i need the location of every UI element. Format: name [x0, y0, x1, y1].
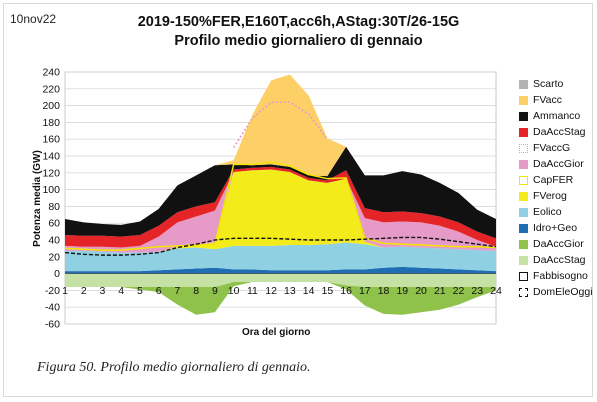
legend-swatch: [519, 176, 528, 185]
figure-frame: [3, 3, 593, 397]
area-daaccstag: [65, 166, 496, 248]
legend-swatch: [519, 208, 528, 217]
area-fvacc: [65, 74, 496, 225]
y-tick-label: -20: [45, 285, 60, 297]
y-tick-label: 180: [42, 117, 60, 129]
area-neg-daaccstag: [65, 273, 496, 288]
x-tick-label: 16: [340, 285, 352, 297]
date-label: 10nov22: [10, 12, 57, 26]
legend-swatch: [519, 128, 528, 137]
legend-swatch: [519, 192, 528, 201]
legend-label: FVerog: [533, 190, 567, 202]
y-axis-label: Potenza media (GW): [31, 149, 43, 247]
y-tick-label: 0: [54, 268, 60, 280]
x-tick-label: 3: [100, 285, 106, 297]
legend-label: DaAccStag: [533, 254, 586, 266]
y-tick-label: 240: [42, 67, 60, 79]
legend-label: DomEleOggi: [533, 286, 593, 298]
x-tick-label: 1: [62, 285, 68, 297]
y-tick-label: 140: [42, 151, 60, 163]
legend-swatch: [519, 80, 528, 89]
x-tick-label: 12: [265, 285, 277, 297]
x-tick-label: 24: [490, 285, 502, 297]
area-neg-daaccgior: [65, 282, 496, 315]
legend-swatch: [519, 112, 528, 121]
y-tick-label: -40: [45, 302, 60, 314]
x-tick-label: 2: [81, 285, 87, 297]
y-tick-label: 80: [48, 201, 60, 213]
legend-label: Eolico: [533, 206, 562, 218]
legend-swatch: [519, 288, 528, 297]
legend-swatch: [519, 256, 528, 265]
legend-label: DaAccStag: [533, 126, 586, 138]
x-tick-label: 11: [247, 285, 258, 297]
legend-label: Scarto: [533, 78, 564, 90]
x-tick-label: 6: [156, 285, 162, 297]
x-tick-label: 4: [118, 285, 124, 297]
x-axis-label: Ora del giorno: [242, 327, 311, 338]
legend-swatch: [519, 240, 528, 249]
x-tick-label: 22: [453, 285, 465, 297]
x-tick-label: 8: [193, 285, 199, 297]
y-tick-label: 220: [42, 83, 60, 95]
y-tick-label: 60: [48, 218, 60, 230]
chart-title: 2019-150%FER,E160T,acc6h,AStag:30T/26-15…: [137, 14, 460, 30]
legend-label: CapFER: [533, 174, 574, 186]
chart-subtitle: Profilo medio giornaliero di gennaio: [174, 33, 423, 49]
x-tick-label: 17: [359, 285, 371, 297]
line-domeleoggi: [64, 236, 497, 256]
legend-label: Idro+Geo: [533, 222, 578, 234]
area-eolico: [65, 242, 496, 272]
legend-label: Ammanco: [533, 110, 581, 122]
legend-label: DaAccGior: [533, 238, 584, 250]
x-tick-label: 18: [378, 285, 390, 297]
y-tick-label: 200: [42, 100, 60, 112]
line-capfer: [64, 161, 497, 251]
y-tick-label: 120: [42, 167, 60, 179]
area-fverog: [65, 169, 496, 253]
y-tick-label: 100: [42, 184, 60, 196]
x-tick-label: 10: [228, 285, 240, 297]
x-tick-label: 15: [322, 285, 334, 297]
x-tick-label: 20: [415, 285, 427, 297]
legend-label: FVaccG: [533, 142, 571, 154]
legend-label: FVacc: [533, 94, 562, 106]
legend-swatch: [519, 160, 528, 169]
x-tick-label: 14: [303, 285, 315, 297]
line-fvaccg: [232, 101, 328, 149]
legend-swatch: [519, 224, 528, 233]
legend-swatch: [519, 144, 528, 153]
y-tick-label: 20: [48, 251, 60, 263]
x-tick-label: 13: [284, 285, 296, 297]
x-tick-label: 23: [471, 285, 483, 297]
x-tick-label: 5: [137, 285, 143, 297]
legend-label: DaAccGior: [533, 158, 584, 170]
legend-label: Fabbisogno: [533, 270, 588, 282]
y-tick-label: 40: [48, 235, 60, 247]
x-tick-label: 19: [396, 285, 408, 297]
area-daaccgior: [65, 169, 496, 253]
x-tick-label: 21: [434, 285, 446, 297]
y-tick-label: -60: [45, 319, 60, 331]
x-tick-label: 7: [175, 285, 181, 297]
y-tick-label: 160: [42, 134, 60, 146]
figure-caption: Figura 50. Profilo medio giornaliero di …: [37, 360, 311, 375]
legend-swatch: [519, 96, 528, 105]
x-tick-label: 9: [212, 285, 218, 297]
legend-swatch: [519, 272, 528, 281]
area-ammanco: [65, 146, 496, 239]
